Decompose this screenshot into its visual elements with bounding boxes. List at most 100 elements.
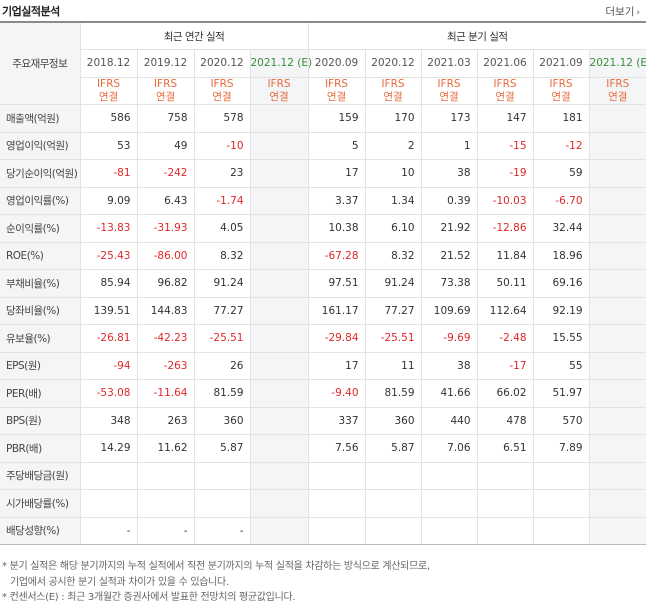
- table-cell: 38: [420, 351, 478, 380]
- table-row: 시가배당률(%): [0, 489, 646, 518]
- row-label: 주당배당금(원): [0, 461, 81, 490]
- row-label: PER(배): [0, 379, 81, 408]
- table-row: BPS(원) 348 263 360 337 360 440 478 570: [0, 406, 646, 435]
- accounting-standard-label: IFRS 연결: [249, 76, 309, 105]
- table-cell: 92.19: [532, 296, 590, 325]
- period-header: 2021.06: [476, 49, 534, 78]
- table-cell: [249, 516, 309, 545]
- table-row: 영업이익률(%) 9.09 6.43 -1.74 3.37 1.34 0.39 -10.03-…: [0, 186, 646, 215]
- table-cell: [249, 351, 309, 380]
- table-cell: 5.87: [193, 434, 251, 463]
- period-header: 2020.12: [193, 49, 251, 78]
- table-cell: 17: [307, 159, 366, 188]
- table-row: 당좌비율(%) 139.51 144.83 77.27 161.17 77.27 109.6…: [0, 296, 646, 325]
- table-cell: [249, 296, 309, 325]
- footnotes: * 분기 실적은 해당 분기까지의 누적 실적에서 직전 분기까지의 누적 실적…: [2, 559, 430, 606]
- footnote-3: * 컨센서스(E) : 최근 3개월간 증권사에서 발표한 전망치의 평균값입니…: [2, 592, 296, 603]
- table-cell: 159: [307, 104, 366, 133]
- table-cell: [136, 489, 195, 518]
- period-header: 2020.09: [307, 49, 366, 78]
- annual-group-header: 최근 연간 실적: [79, 21, 309, 50]
- table-cell: -25.51: [193, 324, 251, 353]
- consolidation-label: 연결: [212, 90, 232, 103]
- table-cell: 181: [532, 104, 590, 133]
- table-cell: -: [136, 516, 195, 545]
- table-cell: 8.32: [193, 241, 251, 270]
- table-row: 주당배당금(원): [0, 461, 646, 490]
- table-cell: -26.81: [79, 324, 138, 353]
- table-cell: [364, 461, 422, 490]
- table-cell: [249, 269, 309, 298]
- footnote-2: 기업에서 공시한 분기 실적과 차이가 있을 수 있습니다.: [10, 576, 229, 588]
- table-cell: -263: [136, 351, 195, 380]
- table-cell: -53.08: [79, 379, 138, 408]
- ifrs-label: IFRS: [381, 77, 405, 90]
- period-header: 2021.12 (E): [588, 49, 646, 78]
- table-cell: 348: [79, 406, 138, 435]
- table-cell: [476, 489, 534, 518]
- table-cell: 14.29: [79, 434, 138, 463]
- table-cell: 173: [420, 104, 478, 133]
- ifrs-label: IFRS: [606, 77, 630, 90]
- table-cell: [588, 461, 646, 490]
- table-cell: 49: [136, 131, 195, 160]
- table-cell: [249, 104, 309, 133]
- table-cell: 1: [420, 131, 478, 160]
- table-cell: 2: [364, 131, 422, 160]
- corner-header: 주요재무정보: [0, 21, 81, 105]
- period-header: 2020.12: [364, 49, 422, 78]
- table-cell: [249, 214, 309, 243]
- table-cell: 360: [364, 406, 422, 435]
- table-cell: -10.03: [476, 186, 534, 215]
- table-row: 배당성향(%) - - -: [0, 516, 646, 545]
- more-link[interactable]: 더보기 ›: [605, 4, 640, 19]
- table-cell: [307, 489, 366, 518]
- table-cell: [364, 489, 422, 518]
- table-cell: -: [193, 516, 251, 545]
- table-cell: -15: [476, 131, 534, 160]
- table-cell: [588, 296, 646, 325]
- table-cell: [249, 186, 309, 215]
- table-cell: [532, 461, 590, 490]
- row-label: PBR(배): [0, 434, 81, 463]
- table-row: ROE(%) -25.43 -86.00 8.32 -67.28 8.32 21.52 11.…: [0, 241, 646, 270]
- table-cell: 112.64: [476, 296, 534, 325]
- table-cell: [476, 516, 534, 545]
- table-cell: 0.39: [420, 186, 478, 215]
- consolidation-label: 연결: [495, 90, 515, 103]
- row-label: 배당성향(%): [0, 516, 81, 545]
- period-header: 2021.03: [420, 49, 478, 78]
- table-cell: [249, 241, 309, 270]
- table-cell: [588, 214, 646, 243]
- table-cell: [249, 489, 309, 518]
- table-cell: [136, 461, 195, 490]
- table-row: 영업이익(억원) 53 49 -10 5 2 1 -15 -12: [0, 131, 646, 160]
- row-label: 당기순이익(억원): [0, 159, 81, 188]
- accounting-standard-label: IFRS 연결: [136, 76, 195, 105]
- table-cell: -25.43: [79, 241, 138, 270]
- section-title: 기업실적분석: [2, 5, 60, 18]
- row-label: 매출액(억원): [0, 104, 81, 133]
- table-cell: [588, 131, 646, 160]
- accounting-standard-label: IFRS 연결: [364, 76, 422, 105]
- table-cell: 109.69: [420, 296, 478, 325]
- period-header: 2018.12: [80, 49, 138, 78]
- table-cell: 478: [476, 406, 534, 435]
- table-cell: 97.51: [307, 269, 366, 298]
- table-cell: 38: [420, 159, 478, 188]
- table-cell: 144.83: [136, 296, 195, 325]
- table-cell: 15.55: [532, 324, 590, 353]
- table-cell: -13.83: [79, 214, 138, 243]
- table-cell: 139.51: [79, 296, 138, 325]
- table-cell: [476, 461, 534, 490]
- consolidation-label: 연결: [326, 90, 347, 103]
- table-cell: 9.09: [79, 186, 138, 215]
- ifrs-label: IFRS: [493, 77, 517, 90]
- row-label: 당좌비율(%): [0, 296, 81, 325]
- table-cell: 7.56: [307, 434, 366, 463]
- consolidation-label: 연결: [608, 90, 628, 103]
- table-cell: [588, 434, 646, 463]
- row-label: 순이익률(%): [0, 214, 81, 243]
- table-cell: -9.40: [307, 379, 366, 408]
- table-cell: 1.34: [364, 186, 422, 215]
